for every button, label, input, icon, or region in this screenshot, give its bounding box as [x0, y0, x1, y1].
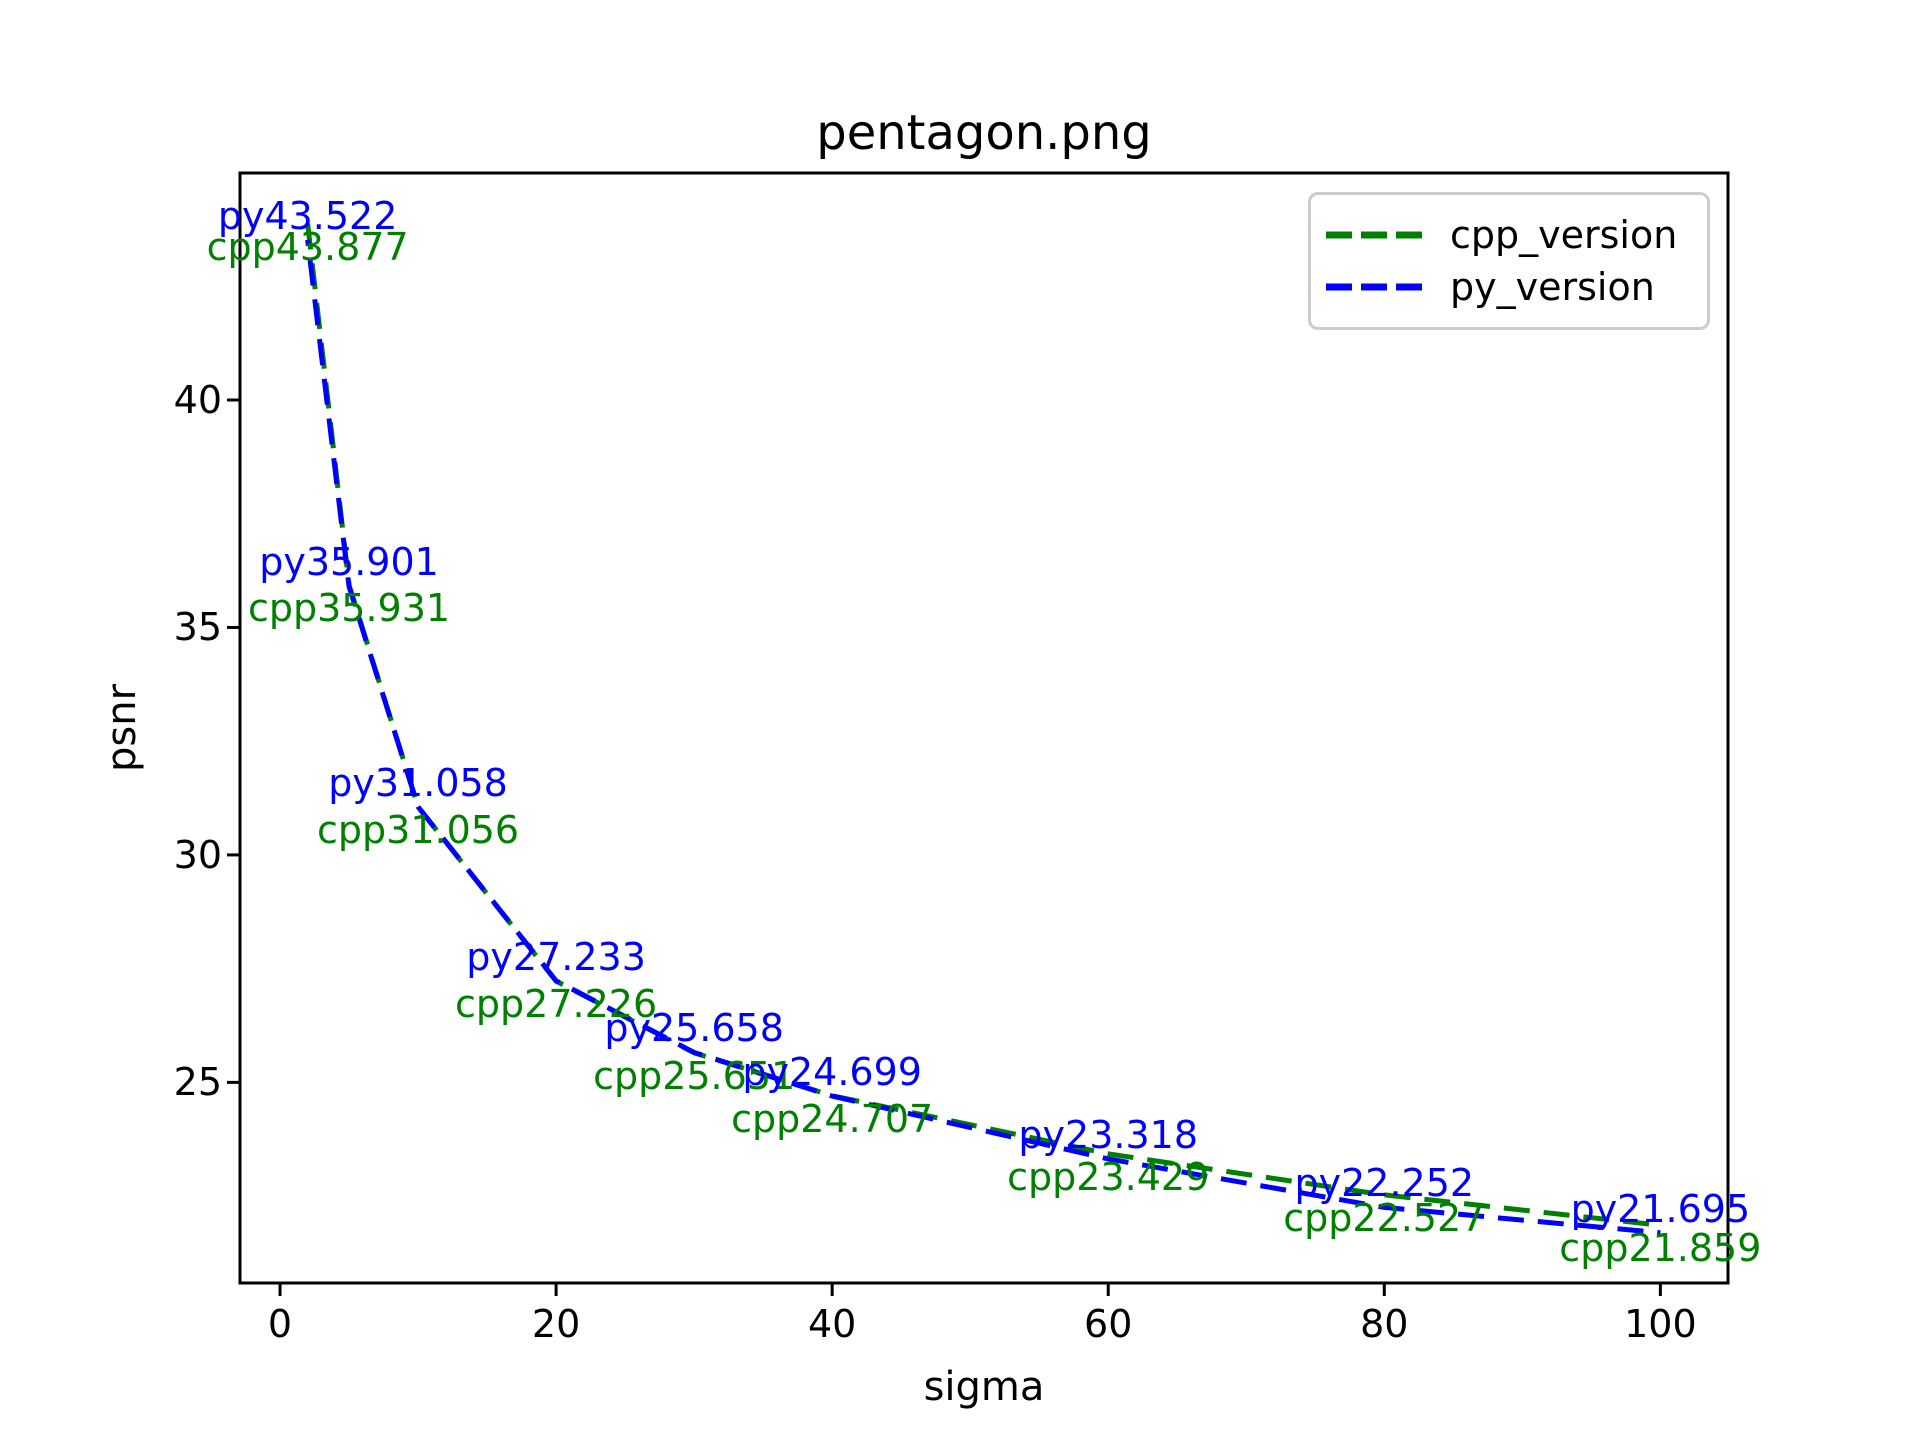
x-tick-label: 80 — [1360, 1302, 1409, 1346]
chart-title: pentagon.png — [816, 105, 1152, 161]
legend-item-py-version: py_version — [1326, 268, 1707, 306]
x-tick-label: 0 — [267, 1302, 293, 1346]
cpp-version-line — [305, 223, 1661, 1228]
annotation-label: cpp23.429 — [1007, 1154, 1210, 1199]
py-dash-icon — [1326, 283, 1422, 291]
y-tick-label: 25 — [173, 1060, 222, 1105]
annotation-label: py22.252 — [1294, 1161, 1475, 1206]
annotation-label: py21.695 — [1570, 1186, 1751, 1231]
x-tick-label: 100 — [1624, 1302, 1697, 1346]
x-axis-label: sigma — [923, 1364, 1045, 1410]
annotation-label: py23.318 — [1018, 1113, 1199, 1157]
x-tick-label: 20 — [531, 1302, 581, 1346]
x-tick-label: 60 — [1084, 1302, 1133, 1346]
annotation-label: cpp21.859 — [1559, 1226, 1762, 1271]
annotation-label: cpp31.056 — [317, 807, 520, 852]
y-tick-label: 40 — [173, 378, 222, 422]
legend-item-cpp-version: cpp_version — [1326, 216, 1707, 254]
axes-spines — [238, 171, 1730, 1285]
annotation-label: py35.901 — [259, 540, 439, 585]
annotation-label: cpp22.527 — [1283, 1195, 1486, 1240]
legend-label-py-version: py_version — [1450, 265, 1655, 309]
x-tick-label: 40 — [807, 1302, 857, 1346]
annotation-label: cpp27.226 — [455, 982, 658, 1027]
annotation-label: py25.658 — [604, 1006, 784, 1051]
py-version-line — [305, 239, 1661, 1236]
y-tick-label: 35 — [173, 605, 222, 650]
annotation-label: cpp24.707 — [731, 1096, 934, 1141]
legend: cpp_version py_version — [1308, 192, 1710, 330]
cpp-dash-icon — [1326, 231, 1422, 239]
annotation-label: py24.699 — [742, 1050, 922, 1095]
y-tick-label: 30 — [173, 832, 222, 877]
legend-label-cpp-version: cpp_version — [1450, 213, 1678, 257]
annotation-label: cpp25.651 — [593, 1053, 796, 1098]
annotation-label: py27.233 — [466, 934, 646, 979]
annotation-label: py43.522 — [217, 193, 398, 238]
annotation-label: cpp43.877 — [206, 224, 409, 269]
annotation-label: cpp35.931 — [247, 586, 451, 631]
annotation-label: py31.058 — [328, 760, 508, 805]
y-axis-label: psnr — [99, 683, 145, 773]
